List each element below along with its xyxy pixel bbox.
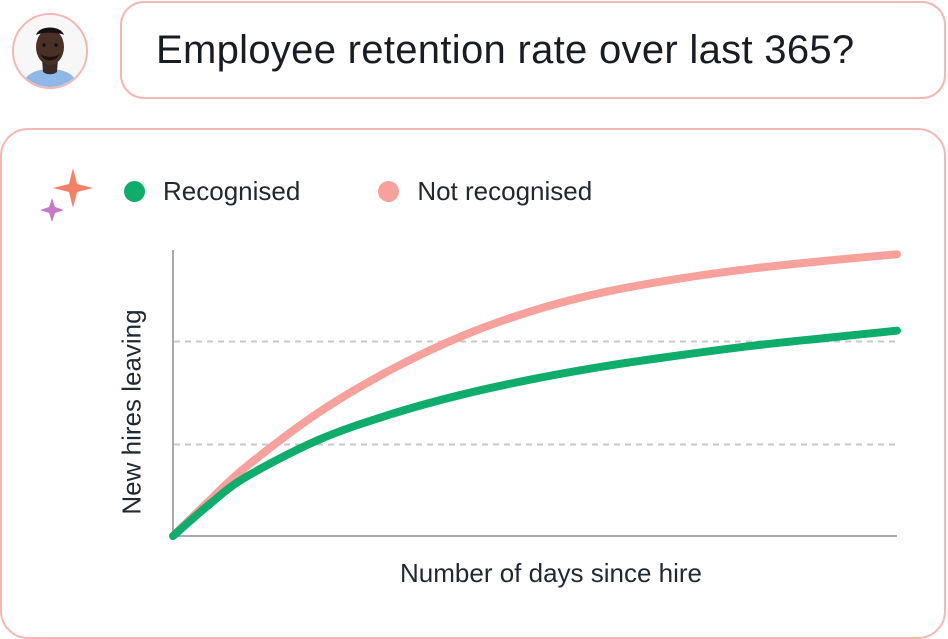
sparkle-large-icon bbox=[53, 168, 93, 208]
chart-legend: Recognised Not recognised bbox=[124, 176, 592, 207]
sparkle-small-icon bbox=[40, 198, 64, 222]
legend-label-not-recognised: Not recognised bbox=[417, 176, 593, 206]
question-bubble: Employee retention rate over last 365? bbox=[120, 1, 946, 99]
user-avatar bbox=[12, 13, 88, 89]
chart-card bbox=[0, 128, 946, 639]
legend-item-not-recognised: Not recognised bbox=[378, 176, 592, 207]
x-axis-label: Number of days since hire bbox=[400, 558, 703, 588]
avatar-portrait bbox=[14, 15, 86, 87]
series-line-recognised bbox=[169, 326, 901, 540]
sparkle-icon bbox=[40, 168, 93, 222]
series-line-not-recognised bbox=[169, 250, 901, 540]
question-text: Employee retention rate over last 365? bbox=[156, 28, 855, 72]
legend-dot-recognised bbox=[124, 181, 145, 202]
legend-item-recognised: Recognised bbox=[124, 176, 300, 207]
y-axis-label: New hires leaving bbox=[116, 309, 147, 515]
legend-dot-not-recognised bbox=[378, 181, 400, 202]
legend-label-recognised: Recognised bbox=[163, 176, 301, 206]
